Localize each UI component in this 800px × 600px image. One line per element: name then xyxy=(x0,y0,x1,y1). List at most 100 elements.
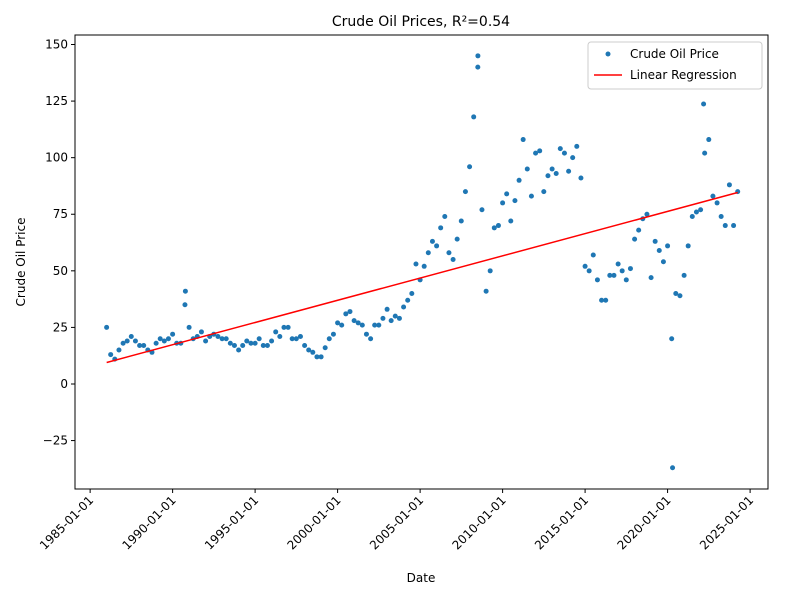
data-point xyxy=(467,164,473,170)
data-point xyxy=(396,315,402,321)
data-point xyxy=(368,336,374,342)
data-point xyxy=(186,324,192,330)
data-point xyxy=(599,297,605,303)
data-point xyxy=(128,333,134,339)
data-point xyxy=(636,227,642,233)
data-point xyxy=(685,243,691,249)
data-point xyxy=(429,238,435,244)
data-point xyxy=(520,137,526,143)
data-point xyxy=(545,173,551,179)
data-point xyxy=(215,333,221,339)
data-point xyxy=(632,236,638,242)
data-point xyxy=(623,277,629,283)
data-point xyxy=(310,349,316,355)
data-point xyxy=(619,268,625,274)
data-point xyxy=(124,338,130,344)
data-point xyxy=(285,324,291,330)
data-point xyxy=(380,315,386,321)
data-point xyxy=(264,343,270,349)
data-point xyxy=(669,336,675,342)
data-point xyxy=(347,309,353,315)
data-point xyxy=(132,338,138,344)
legend-swatch xyxy=(605,51,611,57)
data-point xyxy=(487,268,493,274)
data-point xyxy=(339,322,345,328)
data-point xyxy=(590,252,596,258)
data-point xyxy=(483,288,489,294)
data-point xyxy=(236,347,242,353)
data-point xyxy=(677,293,683,299)
data-point xyxy=(611,272,617,278)
data-point xyxy=(504,191,510,197)
data-point xyxy=(256,336,262,342)
data-point xyxy=(549,166,555,172)
data-point xyxy=(594,277,600,283)
y-tick-label: 100 xyxy=(45,151,68,165)
x-tick-label: 2010-01-01 xyxy=(450,493,509,552)
data-point xyxy=(537,148,543,154)
data-point xyxy=(673,290,679,296)
data-point xyxy=(376,322,382,328)
data-point xyxy=(409,290,415,296)
legend-label: Linear Regression xyxy=(630,68,737,82)
data-point xyxy=(401,304,407,310)
data-point xyxy=(182,288,188,294)
y-tick-label: 150 xyxy=(45,38,68,52)
data-point xyxy=(165,336,171,342)
data-point xyxy=(335,320,341,326)
data-point xyxy=(425,250,431,256)
data-point xyxy=(607,272,613,278)
data-point xyxy=(223,336,229,342)
data-point xyxy=(693,209,699,215)
data-point xyxy=(491,225,497,231)
data-point xyxy=(326,336,332,342)
data-point xyxy=(351,318,357,324)
data-point xyxy=(248,340,254,346)
data-point xyxy=(533,150,539,156)
data-point xyxy=(392,313,398,319)
data-point xyxy=(512,198,518,204)
data-point xyxy=(330,331,336,337)
data-point xyxy=(108,352,114,358)
data-point xyxy=(219,336,225,342)
data-point xyxy=(681,272,687,278)
data-point xyxy=(475,64,481,70)
data-point xyxy=(198,329,204,335)
data-point xyxy=(318,354,324,360)
data-point xyxy=(714,200,720,206)
data-point xyxy=(442,214,448,220)
data-point xyxy=(722,223,728,229)
data-point xyxy=(120,340,126,346)
data-point xyxy=(582,263,588,269)
data-point xyxy=(495,223,501,229)
y-tick-label: 0 xyxy=(60,377,68,391)
x-tick-label: 1985-01-01 xyxy=(37,493,96,552)
legend-label: Crude Oil Price xyxy=(630,47,719,61)
plot-frame xyxy=(74,34,769,490)
data-point xyxy=(438,225,444,231)
data-point xyxy=(586,268,592,274)
data-point xyxy=(104,324,110,330)
data-point xyxy=(231,343,237,349)
data-point xyxy=(528,193,534,199)
data-point xyxy=(574,143,580,149)
data-point xyxy=(137,343,143,349)
data-point xyxy=(363,331,369,337)
x-tick-label: 2015-01-01 xyxy=(532,493,591,552)
data-point xyxy=(660,259,666,265)
data-point xyxy=(240,343,246,349)
data-point xyxy=(260,343,266,349)
data-point xyxy=(170,331,176,337)
data-point xyxy=(289,336,295,342)
data-point xyxy=(281,324,287,330)
data-point xyxy=(343,311,349,317)
y-axis-label: Crude Oil Price xyxy=(14,218,28,307)
data-point xyxy=(359,322,365,328)
data-point xyxy=(561,150,567,156)
data-point xyxy=(269,338,275,344)
data-point xyxy=(157,336,163,342)
data-point xyxy=(475,53,481,59)
data-point xyxy=(227,340,233,346)
data-point xyxy=(446,250,452,256)
data-point xyxy=(388,318,394,324)
